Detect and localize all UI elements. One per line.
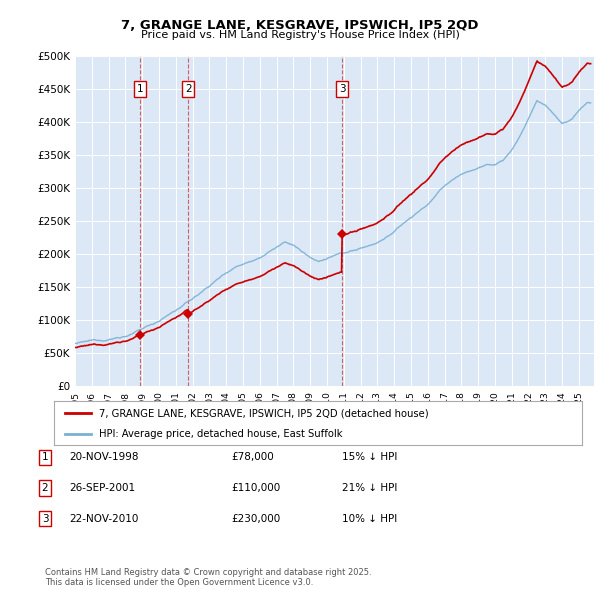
- Text: Contains HM Land Registry data © Crown copyright and database right 2025.
This d: Contains HM Land Registry data © Crown c…: [45, 568, 371, 587]
- Text: 1: 1: [41, 453, 49, 462]
- Text: 3: 3: [41, 514, 49, 523]
- Text: Price paid vs. HM Land Registry's House Price Index (HPI): Price paid vs. HM Land Registry's House …: [140, 30, 460, 40]
- Text: 26-SEP-2001: 26-SEP-2001: [69, 483, 135, 493]
- Text: 21% ↓ HPI: 21% ↓ HPI: [342, 483, 397, 493]
- Text: £230,000: £230,000: [231, 514, 280, 523]
- Text: £110,000: £110,000: [231, 483, 280, 493]
- Text: 10% ↓ HPI: 10% ↓ HPI: [342, 514, 397, 523]
- Text: 7, GRANGE LANE, KESGRAVE, IPSWICH, IP5 2QD: 7, GRANGE LANE, KESGRAVE, IPSWICH, IP5 2…: [121, 19, 479, 32]
- Text: 7, GRANGE LANE, KESGRAVE, IPSWICH, IP5 2QD (detached house): 7, GRANGE LANE, KESGRAVE, IPSWICH, IP5 2…: [99, 408, 428, 418]
- Text: 2: 2: [185, 84, 191, 94]
- Text: 15% ↓ HPI: 15% ↓ HPI: [342, 453, 397, 462]
- Text: £78,000: £78,000: [231, 453, 274, 462]
- Text: 3: 3: [339, 84, 346, 94]
- Text: HPI: Average price, detached house, East Suffolk: HPI: Average price, detached house, East…: [99, 428, 343, 438]
- Text: 22-NOV-2010: 22-NOV-2010: [69, 514, 139, 523]
- Text: 2: 2: [41, 483, 49, 493]
- Text: 1: 1: [137, 84, 143, 94]
- Text: 20-NOV-1998: 20-NOV-1998: [69, 453, 139, 462]
